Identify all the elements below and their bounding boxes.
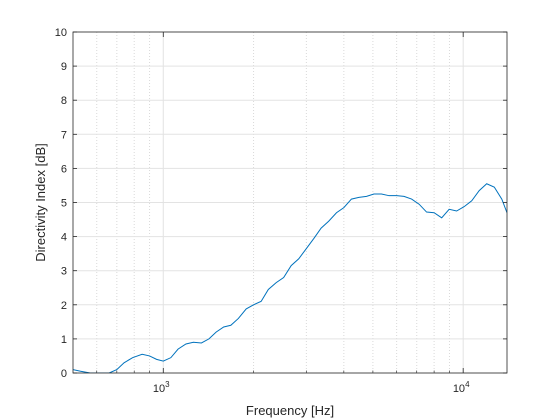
x-tick-label: 104: [453, 380, 470, 395]
y-tick-label: 1: [61, 334, 67, 346]
ticks-layer: 0 1 2 3 4 5 6 7 8 9 10 103 104: [55, 27, 507, 395]
series-layer: [73, 183, 507, 373]
y-tick-label: 9: [61, 61, 67, 73]
y-tick-label: 0: [61, 368, 67, 380]
y-tick-label: 5: [61, 198, 67, 210]
x-tick-label: 103: [153, 380, 170, 395]
y-tick-label: 3: [61, 266, 67, 278]
y-tick-label: 4: [61, 232, 67, 244]
x-axis-label: Frequency [Hz]: [246, 403, 334, 418]
y-tick-label: 7: [61, 129, 67, 141]
series-line: [73, 183, 507, 373]
y-tick-label: 2: [61, 300, 67, 312]
y-axis-label: Directivity Index [dB]: [33, 143, 48, 262]
y-tick-label: 6: [61, 163, 67, 175]
y-tick-label: 8: [61, 95, 67, 107]
y-tick-label: 10: [55, 27, 67, 39]
